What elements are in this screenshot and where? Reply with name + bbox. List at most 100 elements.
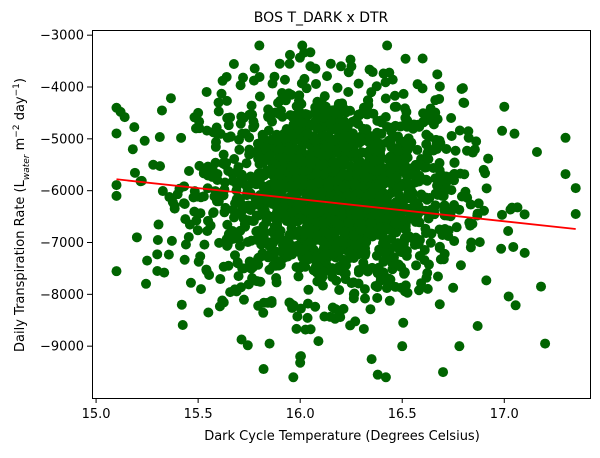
data-point (388, 199, 399, 210)
data-point (201, 86, 212, 97)
data-point (235, 193, 246, 204)
data-point (267, 78, 278, 89)
data-point (305, 47, 316, 58)
data-point (350, 239, 361, 250)
data-point (235, 118, 246, 129)
data-point (389, 90, 400, 101)
x-tick-label: 16.0 (286, 407, 315, 422)
data-point (287, 130, 298, 141)
data-point (465, 199, 476, 210)
x-axis-ticks: 15.0 15.5 16.0 16.5 17.0 (82, 398, 519, 422)
data-point (496, 243, 507, 254)
data-point (127, 144, 138, 155)
data-point (327, 265, 338, 276)
data-point (317, 272, 328, 283)
data-point (208, 207, 219, 218)
data-point (300, 205, 311, 216)
data-point (193, 256, 204, 267)
data-point (309, 135, 320, 146)
data-point (341, 105, 352, 116)
data-point (318, 159, 329, 170)
data-point (235, 80, 246, 91)
data-point (201, 125, 212, 136)
data-point (284, 229, 295, 240)
data-point (210, 141, 221, 152)
y-tick-label: −4000 (40, 81, 84, 96)
data-point (111, 266, 122, 277)
data-point (363, 100, 374, 111)
data-point (192, 225, 203, 236)
scatter-points (111, 40, 581, 383)
data-point (317, 252, 328, 263)
data-point (463, 132, 474, 143)
data-point (372, 369, 383, 380)
data-point (397, 341, 408, 352)
data-point (365, 190, 376, 201)
data-point (189, 206, 200, 217)
data-point (245, 171, 256, 182)
chart-title: BOS T_DARK x DTR (254, 10, 389, 26)
data-point (443, 225, 454, 236)
data-point (213, 106, 224, 117)
data-point (508, 241, 519, 252)
data-point (400, 53, 411, 64)
data-point (380, 93, 391, 104)
data-point (274, 58, 285, 69)
data-point (438, 367, 449, 378)
data-point (437, 175, 448, 186)
data-point (268, 260, 279, 271)
data-point (167, 197, 178, 208)
data-point (540, 338, 551, 349)
data-point (375, 275, 386, 286)
data-point (503, 226, 514, 237)
data-point (348, 195, 359, 206)
data-point (400, 224, 411, 235)
data-point (251, 234, 262, 245)
data-point (350, 207, 361, 218)
data-point (304, 254, 315, 265)
data-point (335, 236, 346, 247)
data-point (273, 97, 284, 108)
data-point (177, 320, 188, 331)
data-point (289, 216, 300, 227)
data-point (289, 165, 300, 176)
data-point (349, 230, 360, 241)
data-point (446, 130, 457, 141)
data-point (531, 147, 542, 158)
data-point (353, 267, 364, 278)
data-point (391, 172, 402, 183)
data-point (185, 277, 196, 288)
data-point (305, 61, 316, 72)
data-point (299, 73, 310, 84)
data-point (303, 284, 314, 295)
data-point (345, 54, 356, 65)
data-point (412, 79, 423, 90)
data-point (236, 334, 247, 345)
data-point (223, 165, 234, 176)
data-point (313, 177, 324, 188)
data-point (142, 255, 153, 266)
data-point (244, 149, 255, 160)
data-point (343, 217, 354, 228)
data-point (263, 111, 274, 122)
data-point (156, 105, 167, 116)
data-point (360, 293, 371, 304)
data-point (234, 144, 245, 155)
data-point (295, 357, 306, 368)
data-point (233, 162, 244, 173)
data-point (172, 189, 183, 200)
data-point (254, 71, 265, 82)
x-tick-label: 17.0 (490, 407, 519, 422)
data-point (362, 109, 373, 120)
y-tick-label: −9000 (40, 340, 84, 355)
data-point (277, 152, 288, 163)
data-point (227, 226, 238, 237)
data-point (328, 227, 339, 238)
data-point (428, 119, 439, 130)
data-point (154, 132, 165, 143)
data-point (510, 300, 521, 311)
data-point (350, 117, 361, 128)
data-point (560, 132, 571, 143)
regression-line-group (116, 178, 576, 230)
data-point (427, 107, 438, 118)
